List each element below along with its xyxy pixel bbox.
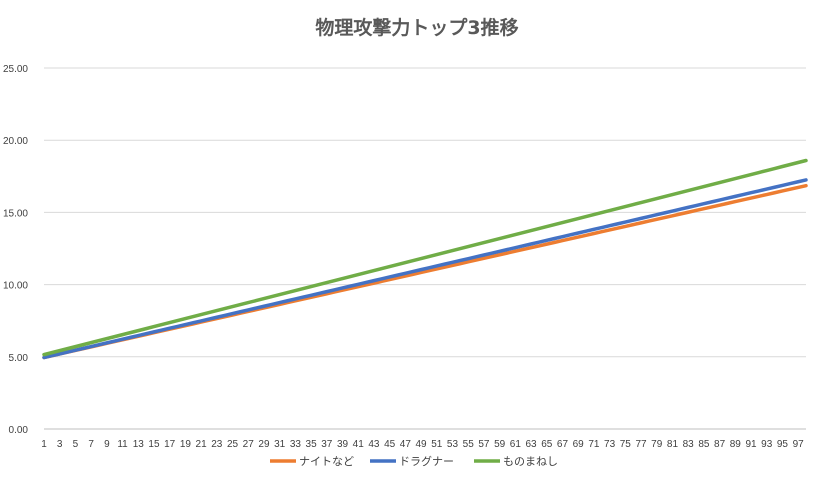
legend: ナイトなど ドラグナー ものまねし: [270, 454, 558, 468]
x-tick-label: 67: [557, 439, 569, 450]
y-tick-label: 10.00: [3, 281, 28, 292]
x-tick-label: 91: [745, 439, 757, 450]
x-tick-label: 63: [525, 439, 537, 450]
x-tick-label: 97: [793, 439, 805, 450]
x-tick-label: 69: [573, 439, 585, 450]
x-tick-label: 31: [274, 439, 286, 450]
x-tick-label: 17: [164, 439, 176, 450]
gridlines: [44, 67, 806, 430]
x-tick-label: 87: [714, 439, 726, 450]
x-tick-label: 47: [400, 439, 412, 450]
y-axis-ticks: 0.00 5.00 10.00 15.00 20.00 25.00: [3, 64, 28, 436]
x-tick-label: 49: [416, 439, 428, 450]
x-tick-label: 11: [117, 439, 128, 450]
x-tick-label: 57: [478, 439, 490, 450]
x-tick-label: 23: [211, 439, 223, 450]
y-tick-label: 25.00: [3, 64, 28, 75]
legend-label: ナイトなど: [299, 455, 354, 468]
x-tick-label: 15: [148, 439, 160, 450]
series-lines: [42, 158, 808, 360]
x-tick-label: 73: [604, 439, 616, 450]
x-tick-label: 35: [306, 439, 318, 450]
chart-title: 物理攻撃力トップ3推移: [315, 16, 518, 39]
x-tick-label: 81: [667, 439, 679, 450]
x-tick-label: 37: [321, 439, 333, 450]
x-tick-label: 75: [620, 439, 632, 450]
x-tick-label: 59: [494, 439, 506, 450]
x-tick-label: 89: [730, 439, 742, 450]
x-tick-label: 85: [698, 439, 710, 450]
x-tick-label: 53: [447, 439, 459, 450]
y-tick-label: 20.00: [3, 136, 28, 147]
x-tick-label: 45: [384, 439, 396, 450]
y-tick-label: 5.00: [9, 353, 29, 364]
x-tick-label: 65: [541, 439, 553, 450]
legend-label: ドラグナー: [399, 454, 454, 468]
x-tick-label: 9: [104, 439, 110, 450]
series-line: [42, 178, 808, 360]
y-tick-label: 15.00: [3, 208, 28, 219]
x-tick-label: 61: [510, 439, 522, 450]
x-tick-label: 19: [180, 439, 192, 450]
x-tick-label: 93: [761, 439, 773, 450]
series-line: [42, 158, 808, 357]
x-tick-label: 33: [290, 439, 302, 450]
x-tick-label: 25: [227, 439, 239, 450]
x-axis-ticks: 1 3 5 7 9 11 13 15 17 19 21 23 25 27 29 31 33 35 37 39 41 43 4…: [41, 439, 804, 450]
x-tick-label: 21: [196, 439, 208, 450]
x-tick-label: 83: [683, 439, 695, 450]
x-tick-label: 79: [651, 439, 663, 450]
x-tick-label: 43: [368, 439, 380, 450]
legend-label: ものまねし: [503, 455, 558, 468]
x-tick-label: 51: [431, 439, 443, 450]
y-tick-label: 0.00: [9, 425, 29, 436]
x-tick-label: 41: [353, 439, 365, 450]
x-tick-label: 5: [73, 439, 79, 450]
x-tick-label: 95: [777, 439, 789, 450]
x-tick-label: 55: [463, 439, 475, 450]
x-tick-label: 7: [88, 439, 94, 450]
x-tick-label: 39: [337, 439, 349, 450]
x-tick-label: 27: [243, 439, 255, 450]
x-tick-label: 71: [588, 439, 600, 450]
x-tick-label: 29: [258, 439, 270, 450]
x-tick-label: 77: [635, 439, 647, 450]
x-tick-label: 3: [57, 439, 63, 450]
x-tick-label: 1: [41, 439, 47, 450]
x-tick-label: 13: [133, 439, 145, 450]
